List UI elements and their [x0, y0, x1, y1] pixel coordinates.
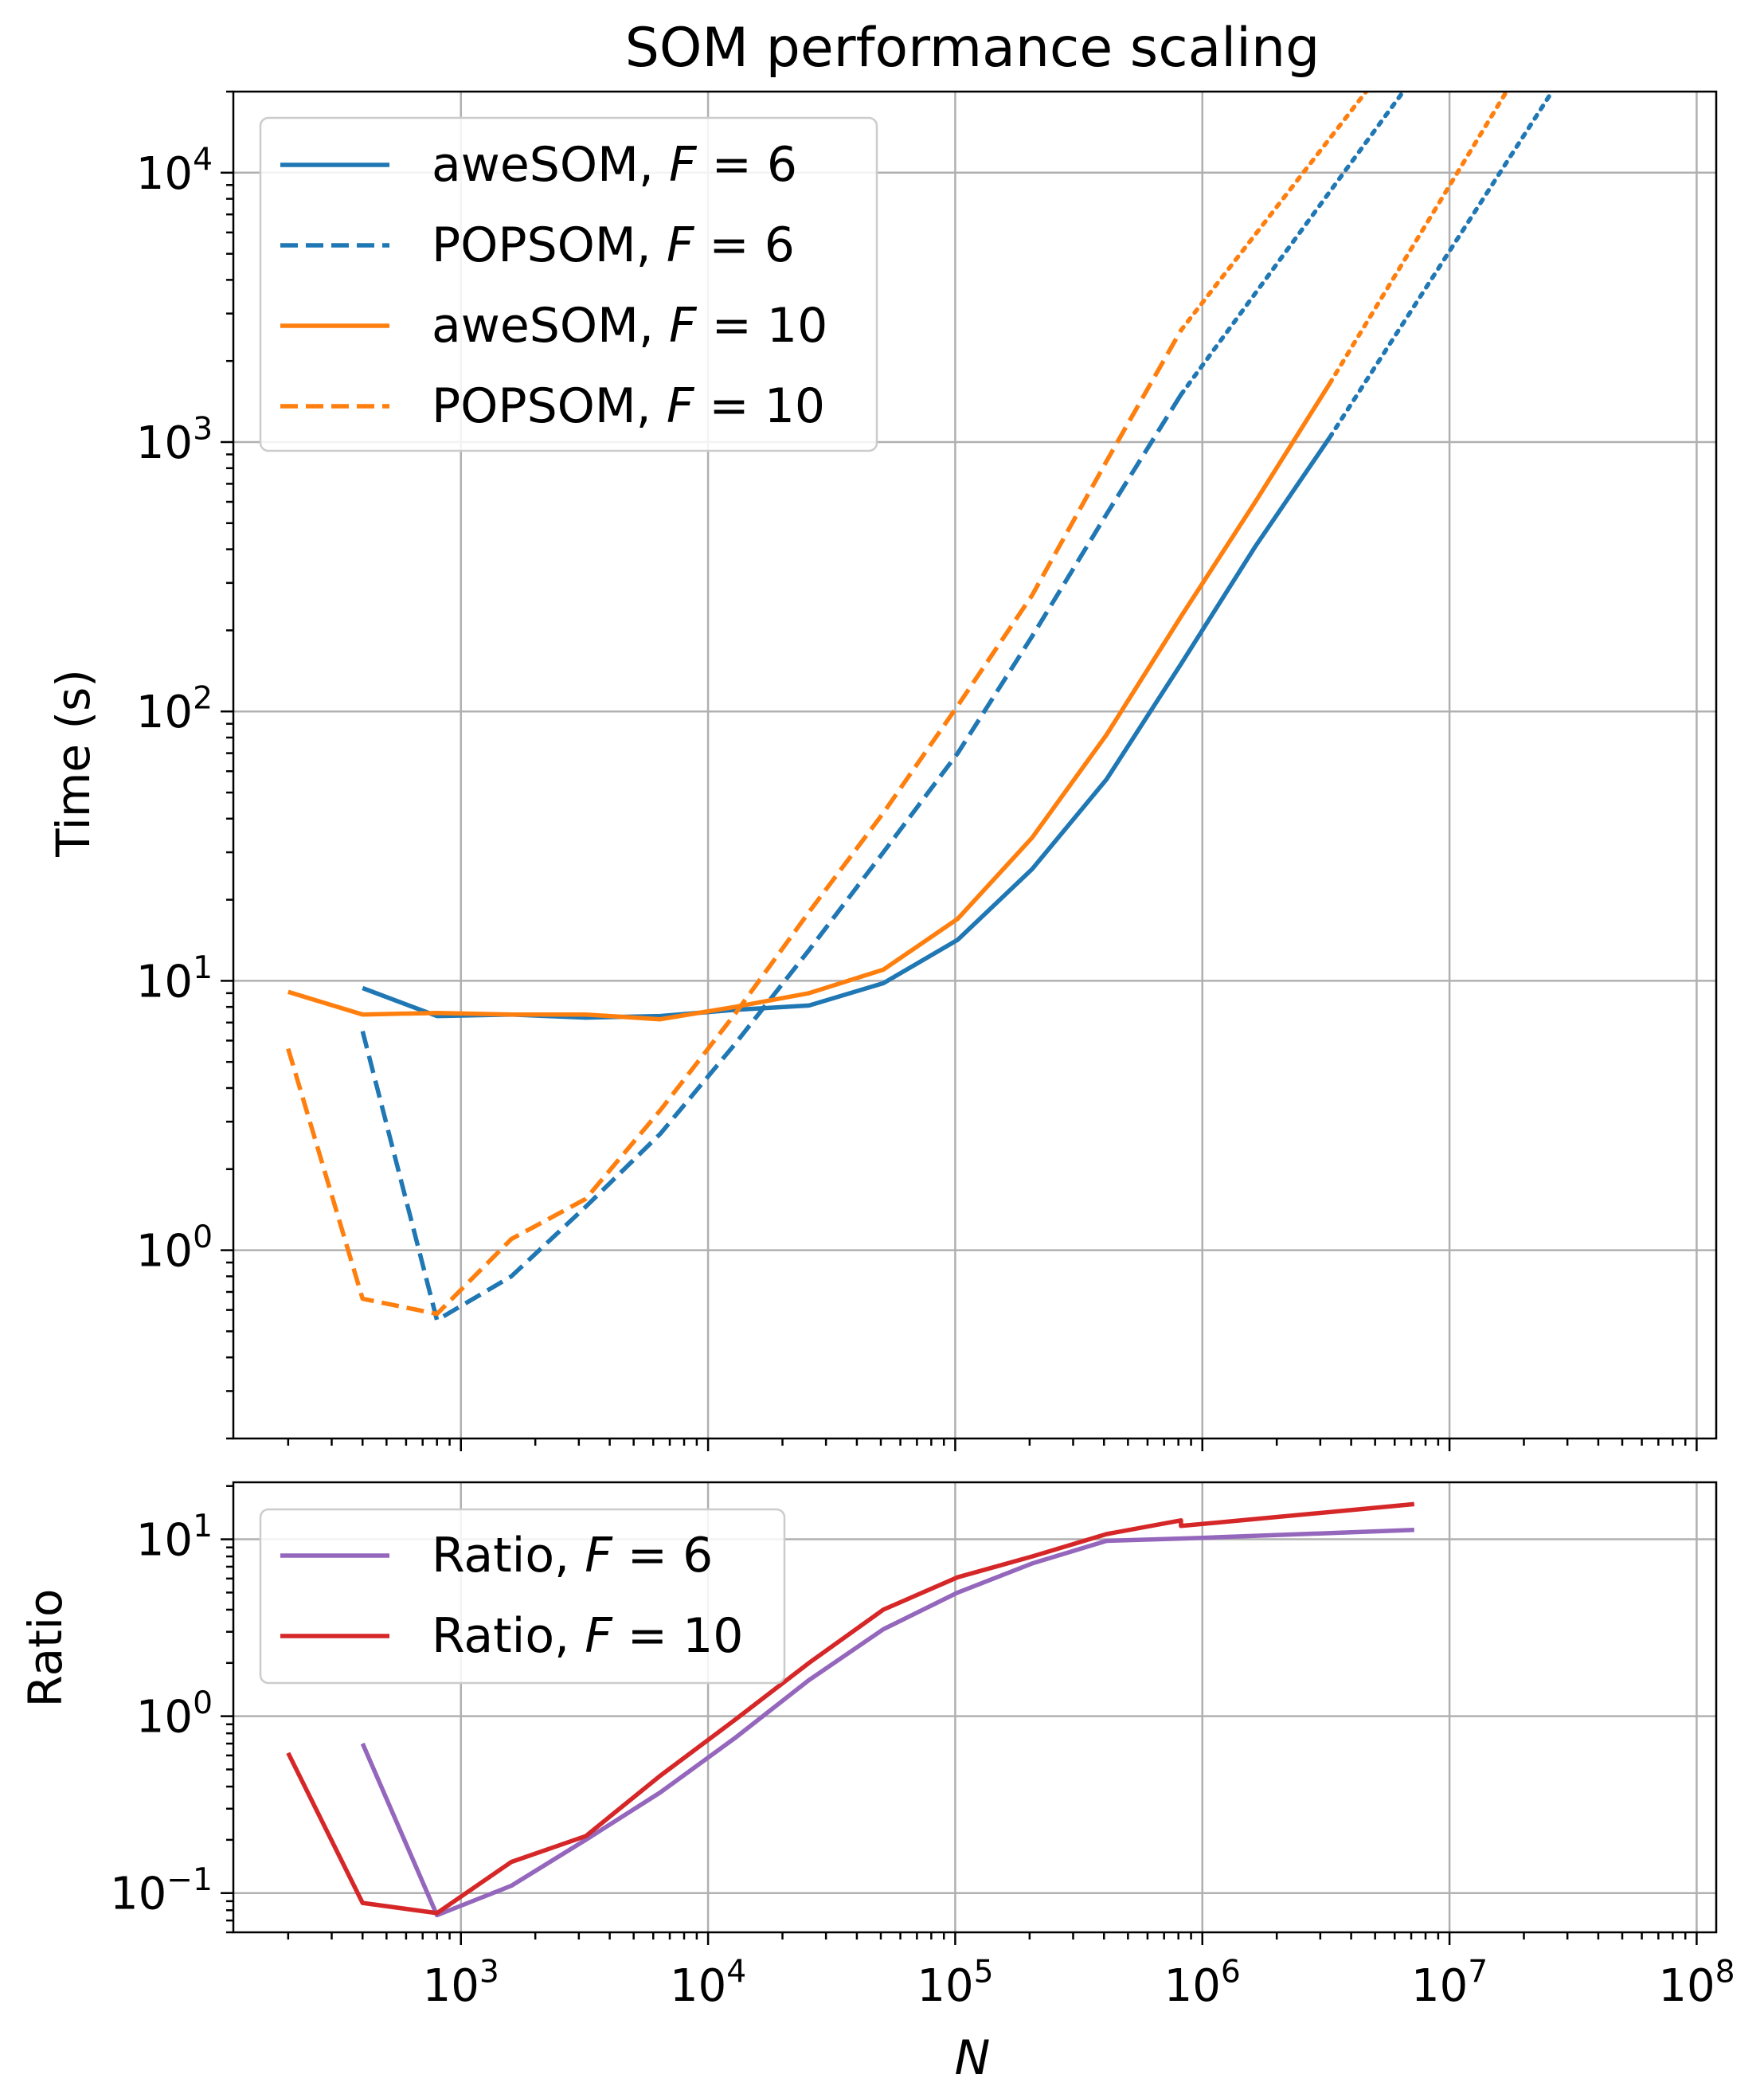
bottom-series-1-solid-line [286, 1501, 1415, 1916]
top-legend-label-6: POPSOM, F = 10 [432, 378, 825, 434]
top-series-4-solid-line [287, 382, 1332, 1022]
y-axis-label-time: Time (s) [46, 669, 100, 858]
x-tick-label: 105 [917, 1954, 993, 2012]
top-series-group [286, 92, 1555, 1323]
y-axis-label-ratio: Ratio [18, 1589, 72, 1708]
x-tick-label: 108 [1658, 1954, 1735, 2012]
x-tick-label: 104 [670, 1954, 746, 2012]
top-legend-box [259, 116, 878, 452]
bottom-axes-frame [232, 1481, 1718, 1934]
x-axis-label: N [955, 2030, 991, 2086]
top-legend-label-4: aweSOM, F = 10 [432, 298, 827, 354]
top-series-5-dotted-line [1327, 92, 1509, 386]
top-series-7-dotted-line [1179, 92, 1369, 333]
top-y-tick-label: 102 [136, 681, 213, 739]
top-y-tick-label: 103 [136, 411, 213, 469]
top-panel: 100 101 102 103 104 aweSOM, F = 6 POPSOM, F = … [136, 90, 1718, 1451]
bottom-y-tick-label: 101 [136, 1509, 213, 1567]
bottom-legend-box [259, 1508, 786, 1685]
x-tick-label: 103 [423, 1954, 499, 2012]
bottom-legend-label-1: Ratio, F = 10 [432, 1608, 743, 1664]
top-y-tick-label: 104 [136, 142, 213, 200]
top-legend: aweSOM, F = 6 POPSOM, F = 6 aweSOM, F = 10… [259, 116, 878, 452]
bottom-legend-label-0: Ratio, F = 6 [432, 1528, 713, 1583]
x-tick-label: 106 [1164, 1954, 1241, 2012]
top-series-3-dotted-line [1179, 92, 1406, 397]
top-legend-label-2: POPSOM, F = 6 [432, 217, 795, 273]
top-series-6-dashed-line [286, 329, 1183, 1317]
bottom-series-0-solid-line [360, 1528, 1414, 1918]
top-series-1-dotted-line [1327, 92, 1555, 440]
chart-title: SOM performance scaling [625, 17, 1320, 80]
top-y-tick-label: 100 [136, 1219, 213, 1278]
x-tick-label: 107 [1411, 1954, 1488, 2012]
bottom-panel: 10−1 100 101 103 104 105 106 107 108 Ratio, F = 6… [110, 1481, 1735, 2012]
bottom-y-tick-label: 100 [136, 1685, 213, 1744]
top-axes-frame [232, 90, 1718, 1440]
top-legend-label-0: aweSOM, F = 6 [432, 137, 797, 193]
bottom-series-group [286, 1501, 1415, 1918]
top-y-tick-label: 101 [136, 950, 213, 1008]
top-series-2-dashed-line [360, 393, 1183, 1323]
bottom-legend: Ratio, F = 6 Ratio, F = 10 [259, 1508, 786, 1685]
bottom-y-tick-label: 10−1 [110, 1862, 213, 1920]
